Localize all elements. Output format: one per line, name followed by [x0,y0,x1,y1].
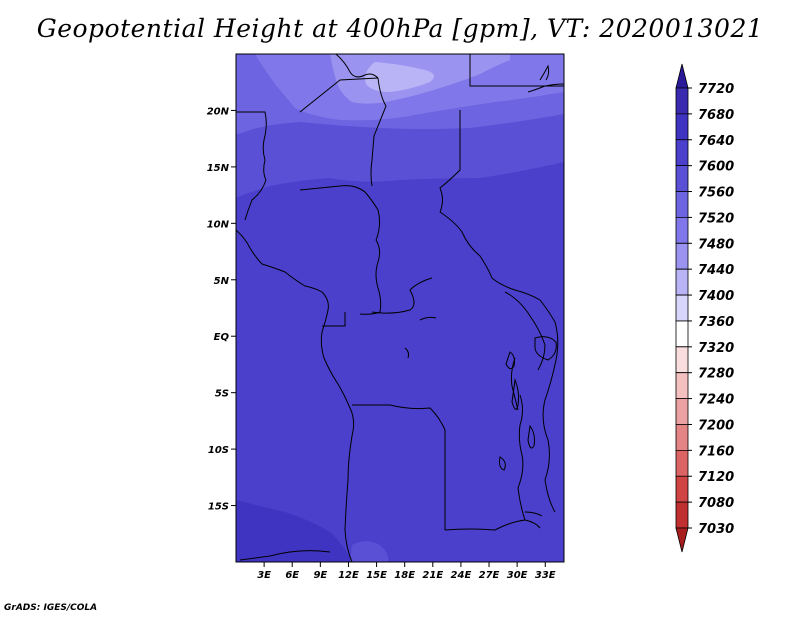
colorbar-swatch [675,346,689,374]
colorbar-swatch [675,424,689,451]
lat-tick-label: 10N [207,219,230,230]
colorbar-level-label: 7520 [698,211,734,226]
colorbar-level-label: 7280 [698,367,734,382]
colorbar-swatch [675,527,689,553]
colorbar-swatch [675,372,689,399]
lat-tick-label: 15N [207,163,230,174]
colorbar-swatch [675,63,689,89]
colorbar-level-label: 7080 [698,496,734,511]
colorbar-level-label: 7640 [698,134,734,149]
colorbar-swatch [675,191,689,218]
colorbar-swatch [675,320,689,348]
grads-credit: GrADS: IGES/COLA [4,603,98,613]
colorbar-level-label: 7440 [698,263,734,278]
lon-tick-label: 30E [507,570,528,581]
lon-tick-label: 18E [394,570,415,581]
lon-tick-label: 3E [257,570,271,581]
colorbar-level-label: 7480 [698,237,734,252]
colorbar-swatch [675,294,689,322]
colorbar-swatch [675,217,689,244]
colorbar-swatch [675,113,689,141]
longitude-axis: 3E 6E 9E 12E 15E 18E 21E 24E 27E 30E 33E [257,562,556,581]
colorbar-level-label: 7560 [698,186,734,201]
colorbar-swatch [675,501,689,529]
lat-tick-label: 15S [208,502,229,513]
fill-7560-south [350,541,389,562]
lon-tick-label: 24E [451,570,472,581]
lat-tick-label: 5N [214,276,230,287]
lakes [404,64,557,517]
colorbar: 7720 7680 7640 7600 7560 7520 7480 7440 7400 7360… [675,63,734,553]
lon-tick-label: 12E [338,570,359,581]
colorbar-swatch [675,139,689,167]
lon-tick-label: 9E [313,570,327,581]
colorbar-level-label: 7600 [698,160,734,175]
map-frame [235,53,565,563]
lon-tick-label: 15E [366,570,387,581]
colorbar-level-label: 7360 [698,315,734,330]
colorbar-level-label: 7200 [698,418,734,433]
fill-7640 [236,500,352,562]
colorbar-level-label: 7400 [698,289,734,304]
map-title: Geopotential Height at 400hPa [gpm], VT:… [36,14,764,43]
colorbar-swatch [675,165,689,192]
colorbar-level-label: 7320 [698,341,734,356]
colorbar-level-label: 7680 [698,108,734,123]
colorbar-swatch [675,242,689,270]
colorbar-swatch [675,475,689,503]
lat-tick-label: 20N [207,106,230,117]
colorbar-swatch [675,268,689,296]
lon-tick-label: 27E [479,570,500,581]
latitude-axis: 20N 15N 10N 5N EQ 5S 10S 15S [207,106,236,513]
colorbar-level-label: 7240 [698,393,734,408]
colorbar-swatch [675,87,689,115]
lat-tick-label: EQ [214,332,230,343]
lon-tick-label: 6E [285,570,299,581]
lat-tick-label: 10S [208,445,229,456]
colorbar-swatch [675,398,689,425]
lon-tick-label: 33E [535,570,556,581]
lat-tick-label: 5S [215,389,229,400]
contour-fill [236,54,564,562]
lon-tick-label: 21E [422,570,443,581]
colorbar-level-label: 7030 [698,522,734,537]
colorbar-level-label: 7120 [698,470,734,485]
colorbar-level-label: 7160 [698,444,734,459]
fill-7400 [365,62,434,92]
colorbar-level-label: 7720 [698,82,734,97]
colorbar-swatch [675,449,689,477]
